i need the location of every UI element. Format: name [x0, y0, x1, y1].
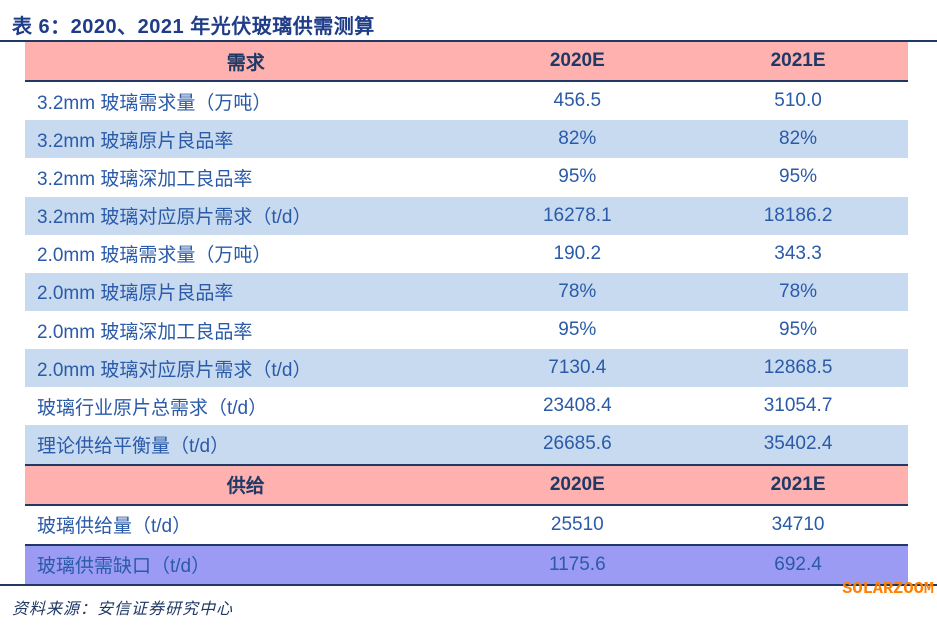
column-header-2020e: 2020E: [549, 50, 605, 72]
cell-2020e: 16278.1: [542, 204, 612, 226]
cell-2021e: 95%: [779, 166, 818, 188]
table-row: 2.0mm 玻璃对应原片需求（t/d） 7130.4 12868.5: [25, 349, 908, 388]
row-label: 2.0mm 玻璃原片良品率: [37, 283, 234, 305]
row-label: 玻璃供给量（t/d）: [37, 516, 192, 538]
cell-2020e: 95%: [558, 319, 597, 341]
row-label: 理论供给平衡量（t/d）: [37, 435, 230, 457]
row-label: 2.0mm 玻璃对应原片需求（t/d）: [37, 359, 312, 381]
section-label: 需求: [226, 52, 265, 74]
cell-2021e: 35402.4: [763, 433, 833, 455]
cell-2020e: 95%: [558, 166, 597, 188]
table-section-header-supply: 供给 2020E 2021E: [25, 463, 908, 506]
row-label: 3.2mm 玻璃对应原片需求（t/d）: [37, 207, 312, 229]
table-row: 3.2mm 玻璃深加工良品率 95% 95%: [25, 158, 908, 197]
cell-2021e: 95%: [779, 319, 818, 341]
cell-2021e: 78%: [779, 280, 818, 302]
cell-2020e: 456.5: [553, 90, 602, 112]
row-label: 3.2mm 玻璃深加工良品率: [37, 168, 253, 190]
table-bottom-divider: [0, 584, 937, 586]
row-label: 玻璃行业原片总需求（t/d）: [37, 397, 268, 419]
solarzoom-watermark: SOLARZOOM: [842, 580, 934, 599]
section-label: 供给: [226, 476, 265, 498]
table-row: 3.2mm 玻璃需求量（万吨） 456.5 510.0: [25, 82, 908, 121]
table-row: 3.2mm 玻璃原片良品率 82% 82%: [25, 120, 908, 159]
cell-2020e: 7130.4: [548, 357, 607, 379]
column-header-2020e: 2020E: [549, 473, 605, 495]
table-row: 2.0mm 玻璃原片良品率 78% 78%: [25, 272, 908, 311]
cell-2021e: 31054.7: [763, 395, 833, 417]
cell-2021e: 34710: [771, 513, 825, 535]
cell-2021e: 12868.5: [763, 357, 833, 379]
row-label: 玻璃供需缺口（t/d）: [37, 556, 211, 578]
cell-2020e: 78%: [558, 280, 597, 302]
cell-2020e: 82%: [558, 128, 597, 150]
supply-demand-table: 需求 2020E 2021E 3.2mm 玻璃需求量（万吨） 456.5 510…: [25, 42, 908, 584]
title-divider: [0, 40, 937, 42]
cell-2020e: 26685.6: [542, 433, 612, 455]
table-title: 表 6：2020、2021 年光伏玻璃供需测算: [12, 16, 375, 38]
cell-2020e: 23408.4: [542, 395, 612, 417]
cell-2020e: 190.2: [553, 242, 602, 264]
cell-2020e: 1175.6: [548, 553, 606, 575]
column-header-2021e: 2021E: [770, 50, 826, 72]
row-label: 2.0mm 玻璃深加工良品率: [37, 321, 253, 343]
row-label: 3.2mm 玻璃需求量（万吨）: [37, 92, 272, 114]
table-row: 2.0mm 玻璃需求量（万吨） 190.2 343.3: [25, 234, 908, 273]
row-label: 2.0mm 玻璃需求量（万吨）: [37, 245, 272, 267]
cell-2021e: 343.3: [774, 242, 822, 264]
cell-2020e: 25510: [550, 513, 604, 535]
table-row: 玻璃供给量（t/d） 25510 34710: [25, 505, 908, 544]
cell-2021e: 510.0: [774, 90, 822, 112]
cell-2021e: 82%: [779, 128, 818, 150]
table-row: 3.2mm 玻璃对应原片需求（t/d） 16278.1 18186.2: [25, 196, 908, 235]
table-row: 2.0mm 玻璃深加工良品率 95% 95%: [25, 310, 908, 350]
cell-2021e: 692.4: [774, 553, 822, 575]
column-header-2021e: 2021E: [770, 473, 826, 495]
source-note: 资料来源：安信证券研究中心: [12, 601, 234, 618]
table-row: 理论供给平衡量（t/d） 26685.6 35402.4: [25, 425, 908, 464]
cell-2021e: 18186.2: [763, 204, 833, 226]
table-row-supply-gap: 玻璃供需缺口（t/d） 1175.6 692.4: [25, 543, 908, 584]
table-row: 玻璃行业原片总需求（t/d） 23408.4 31054.7: [25, 387, 908, 426]
row-label: 3.2mm 玻璃原片良品率: [37, 130, 234, 152]
table-section-header-demand: 需求 2020E 2021E: [25, 42, 908, 83]
